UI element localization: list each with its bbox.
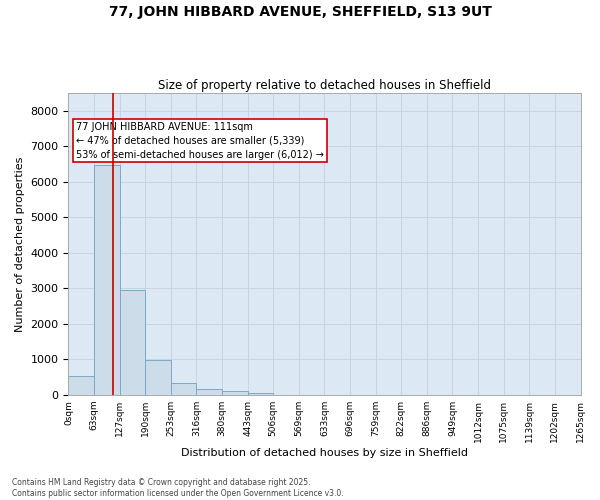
Bar [94,165,119,395]
Text: 77 JOHN HIBBARD AVENUE: 111sqm
← 47% of detached houses are smaller (5,339)
53% : 77 JOHN HIBBARD AVENUE: 111sqm ← 47% of … [76,122,324,160]
Y-axis label: Number of detached properties: Number of detached properties [15,156,25,332]
Text: 77, JOHN HIBBARD AVENUE, SHEFFIELD, S13 9UT: 77, JOHN HIBBARD AVENUE, SHEFFIELD, S13 … [109,5,491,19]
Bar [222,392,248,395]
Title: Size of property relative to detached houses in Sheffield: Size of property relative to detached ho… [158,79,491,92]
X-axis label: Distribution of detached houses by size in Sheffield: Distribution of detached houses by size … [181,448,468,458]
Bar [196,390,222,395]
Text: Contains HM Land Registry data © Crown copyright and database right 2025.
Contai: Contains HM Land Registry data © Crown c… [12,478,344,498]
Bar [248,393,273,395]
Bar [171,383,196,395]
Bar [119,290,145,395]
Bar [145,360,171,395]
Bar [68,376,94,395]
